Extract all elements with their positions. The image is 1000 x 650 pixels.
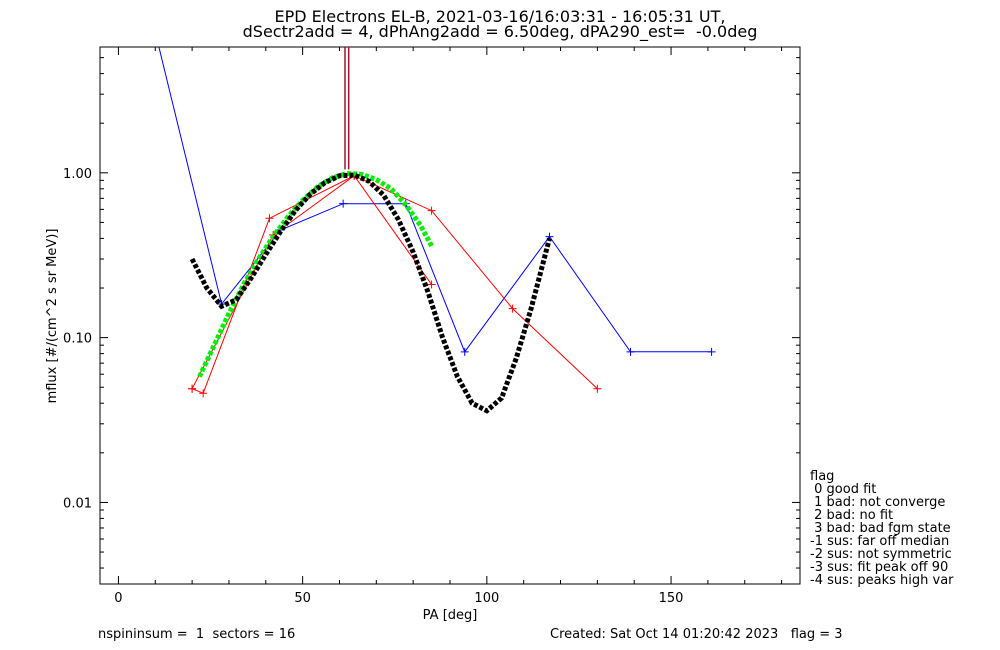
- legend-item: -3 sus: fit peak off 90: [810, 560, 949, 575]
- series-line-red: [191, 174, 433, 389]
- legend-item: -1 sus: far off median: [810, 534, 950, 549]
- data-point-red: [188, 384, 197, 393]
- data-point-blue: [707, 347, 716, 356]
- data-point-red: [199, 389, 208, 398]
- y-tick-label: 0.01: [63, 496, 92, 511]
- data-point-blue: [460, 347, 469, 356]
- y-tick-label: 1.00: [63, 167, 92, 182]
- footer-created-info: Created: Sat Oct 14 01:20:42 2023 flag =…: [550, 627, 843, 642]
- axes: 0 50 100 150 0.01 0.10 1.00: [63, 47, 800, 606]
- legend-item: 0 good fit: [810, 482, 877, 497]
- flag-legend: flag 0 good fit 1 bad: not converge 2 ba…: [810, 470, 954, 587]
- y-axis-label: mflux [#/(cm^2 s sr MeV)]: [45, 229, 60, 404]
- data-point-red: [265, 214, 274, 223]
- x-tick-label: 50: [294, 591, 311, 606]
- x-tick-label: 0: [114, 591, 122, 606]
- series-layer: [158, 46, 716, 414]
- data-point-red: [427, 206, 436, 215]
- data-point-red: [508, 304, 517, 313]
- x-axis-label: PA [deg]: [423, 608, 478, 623]
- legend-item: 2 bad: no fit: [810, 508, 894, 523]
- series-line-blue: [158, 46, 712, 353]
- legend-item: 3 bad: bad fgm state: [810, 521, 951, 536]
- legend-item: 1 bad: not converge: [810, 495, 946, 510]
- data-point-red: [593, 384, 602, 393]
- fit-curve-black: [189, 172, 552, 414]
- data-point-blue: [626, 347, 635, 356]
- data-point-blue: [339, 199, 348, 208]
- footer-spin-info: nspininsum = 1 sectors = 16: [98, 627, 296, 642]
- legend-item: -4 sus: peaks high var: [810, 573, 954, 588]
- chart-title-line2: dSectr2add = 4, dPhAng2add = 6.50deg, dP…: [242, 22, 758, 41]
- data-point-red: [427, 280, 436, 289]
- legend-item: -2 sus: not symmetric: [810, 547, 952, 562]
- y-tick-label: 0.10: [63, 332, 92, 347]
- chart-title-line1: EPD Electrons EL-B, 2021-03-16/16:03:31 …: [274, 7, 726, 26]
- legend-title: flag: [810, 469, 835, 484]
- x-tick-label: 100: [474, 591, 499, 606]
- x-tick-label: 150: [659, 591, 684, 606]
